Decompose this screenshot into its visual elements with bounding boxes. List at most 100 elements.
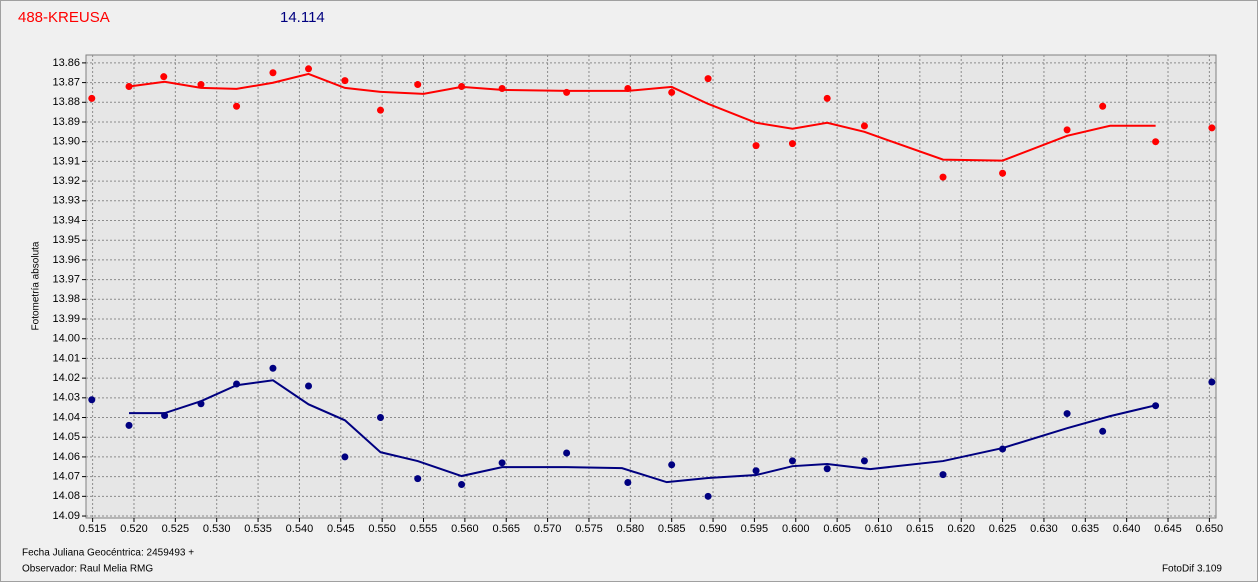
data-point — [233, 102, 241, 110]
x-tick-label: 0.580 — [617, 523, 645, 535]
x-tick-label: 0.570 — [534, 523, 562, 535]
x-tick-label: 0.620 — [947, 523, 975, 535]
data-point — [668, 461, 676, 469]
data-point — [823, 94, 831, 102]
data-point — [305, 382, 313, 390]
fit-line — [128, 72, 1156, 162]
x-tick-label: 0.560 — [451, 523, 479, 535]
y-tick-label: 13.91 — [52, 155, 80, 167]
y-axis-label: Fotometría absoluta — [31, 241, 42, 330]
data-point — [498, 84, 506, 92]
data-point — [498, 459, 506, 467]
data-point — [752, 467, 760, 475]
y-tick-label: 14.00 — [52, 333, 80, 345]
data-point — [197, 81, 205, 89]
data-point — [704, 75, 712, 83]
y-tick-label: 13.95 — [52, 234, 80, 246]
fit-line — [129, 379, 1156, 484]
x-tick-label: 0.590 — [699, 523, 727, 535]
x-tick-label: 0.610 — [865, 523, 893, 535]
y-tick-label: 13.94 — [52, 214, 80, 226]
chart-title: 488-KREUSA — [18, 9, 110, 26]
x-tick-label: 0.530 — [203, 523, 231, 535]
observer: Observador: Raul Melia RMG — [22, 564, 153, 575]
data-point — [939, 173, 947, 181]
data-point — [752, 142, 760, 150]
data-point — [88, 396, 96, 404]
data-point — [269, 69, 277, 77]
y-tick-label: 13.98 — [52, 293, 80, 305]
data-point — [160, 73, 168, 81]
data-point — [999, 169, 1007, 177]
y-tick-label: 14.08 — [52, 490, 80, 502]
data-point — [788, 457, 796, 465]
data-point — [414, 475, 422, 483]
data-point — [125, 421, 133, 429]
y-tick-label: 13.86 — [52, 57, 80, 69]
x-tick-label: 0.525 — [162, 523, 190, 535]
x-tick-label: 0.535 — [244, 523, 272, 535]
data-point — [376, 106, 384, 114]
data-point — [376, 414, 384, 422]
data-point — [860, 457, 868, 465]
y-tick-label: 13.96 — [52, 254, 80, 266]
data-point — [269, 364, 277, 372]
x-tick-label: 0.555 — [410, 523, 438, 535]
x-tick-label: 0.630 — [1030, 523, 1058, 535]
data-point — [860, 122, 868, 130]
x-tick-label: 0.600 — [782, 523, 810, 535]
y-tick-label: 13.87 — [52, 76, 80, 88]
y-tick-label: 14.03 — [52, 392, 80, 404]
x-axis-label: Fecha Juliana Geocéntrica: 2459493 + — [22, 548, 194, 559]
y-tick-label: 14.07 — [52, 471, 80, 483]
x-tick-label: 0.585 — [658, 523, 686, 535]
data-point — [341, 453, 349, 461]
x-tick-label: 0.515 — [79, 523, 107, 535]
x-tick-label: 0.545 — [327, 523, 355, 535]
x-tick-label: 0.640 — [1113, 523, 1141, 535]
x-tick-label: 0.615 — [906, 523, 934, 535]
y-tick-label: 13.89 — [52, 116, 80, 128]
chart-subtitle: 14.114 — [280, 9, 325, 26]
x-tick-label: 0.625 — [989, 523, 1017, 535]
data-point — [414, 81, 422, 89]
data-point — [305, 65, 313, 73]
y-tick-label: 13.99 — [52, 313, 80, 325]
data-point — [939, 471, 947, 479]
data-point — [1063, 410, 1071, 418]
data-point — [1099, 427, 1107, 435]
y-tick-label: 14.05 — [52, 431, 80, 443]
plot-area — [85, 54, 1217, 519]
x-tick-label: 0.550 — [368, 523, 396, 535]
data-point — [1063, 126, 1071, 134]
x-tick-label: 0.645 — [1154, 523, 1182, 535]
data-point — [704, 492, 712, 500]
y-tick-label: 13.93 — [52, 195, 80, 207]
data-point — [1208, 124, 1216, 132]
x-tick-label: 0.565 — [492, 523, 520, 535]
data-point — [1208, 378, 1216, 386]
x-tick-label: 0.595 — [741, 523, 769, 535]
data-point — [1099, 102, 1107, 110]
y-tick-label: 13.92 — [52, 175, 80, 187]
data-point — [624, 479, 632, 487]
software: FotoDif 3.109 — [1162, 564, 1222, 575]
y-tick-label: 13.88 — [52, 96, 80, 108]
y-tick-label: 13.90 — [52, 136, 80, 148]
y-tick-label: 14.01 — [52, 352, 80, 364]
data-point — [1152, 138, 1160, 146]
data-point — [458, 481, 466, 489]
data-point — [88, 94, 96, 102]
y-tick-label: 13.97 — [52, 274, 80, 286]
data-point — [788, 140, 796, 148]
data-point — [823, 465, 831, 473]
y-tick-label: 14.04 — [52, 411, 80, 423]
x-tick-label: 0.540 — [286, 523, 314, 535]
data-point — [563, 449, 571, 457]
y-tick-label: 14.09 — [52, 510, 80, 522]
y-tick-label: 14.06 — [52, 451, 80, 463]
y-tick-label: 14.02 — [52, 372, 80, 384]
x-tick-label: 0.520 — [120, 523, 148, 535]
